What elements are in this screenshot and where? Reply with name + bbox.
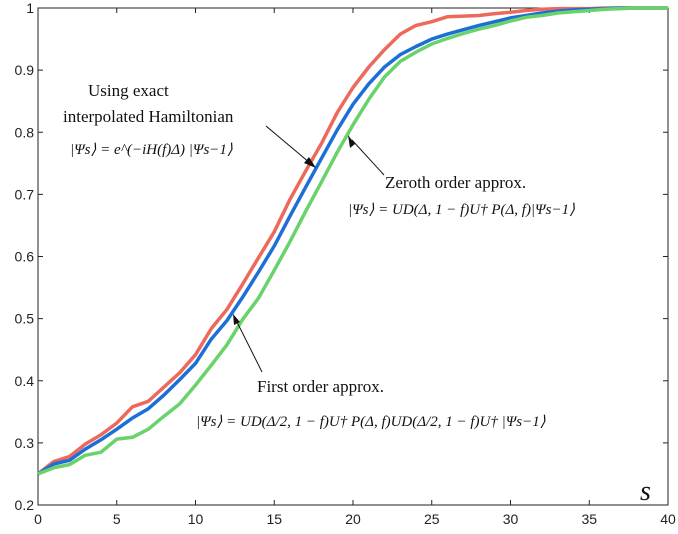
y-tick-label: 0.5 xyxy=(15,311,35,327)
x-tick-label: 30 xyxy=(503,511,519,527)
x-tick-label: 40 xyxy=(660,511,676,527)
annotation-zeroth-arrow xyxy=(351,139,385,176)
y-tick-label: 1 xyxy=(26,0,34,16)
x-axis: 0 5 10 15 20 25 30 35 40 xyxy=(34,8,676,527)
y-tick-label: 0.6 xyxy=(15,249,35,265)
x-tick-label: 0 xyxy=(34,511,42,527)
x-tick-label: 10 xyxy=(188,511,204,527)
y-tick-label: 0.7 xyxy=(15,186,35,202)
series-line-0 xyxy=(36,6,668,476)
y-axis: 0.2 0.3 0.4 0.5 0.6 0.7 0.8 0.9 1 xyxy=(15,0,668,513)
annotation-first-line-1: First order approx. xyxy=(257,377,384,396)
y-tick-label: 0.2 xyxy=(15,497,35,513)
x-tick-label: 15 xyxy=(266,511,282,527)
x-tick-label: 25 xyxy=(424,511,440,527)
series-line-2 xyxy=(37,6,668,476)
y-tick-label: 0.8 xyxy=(15,124,35,140)
annotation-zeroth-line-1: Zeroth order approx. xyxy=(385,173,526,192)
x-tick-label: 35 xyxy=(581,511,597,527)
annotation-exact-line-2: interpolated Hamiltonian xyxy=(63,107,234,126)
annotation-zeroth-formula: |Ψs⟩ = UD(Δ, 1 − f)U† P(Δ, f)|Ψs−1⟩ xyxy=(348,202,575,218)
annotation-first-formula: |Ψs⟩ = UD(Δ/2, 1 − f)U† P(Δ, f)UD(Δ/2, 1… xyxy=(196,414,546,430)
annotation-exact-arrow xyxy=(265,125,311,164)
series-lines xyxy=(36,6,668,476)
x-tick-label: 20 xyxy=(345,511,361,527)
annotation-first-arrowhead xyxy=(233,314,240,325)
y-tick-label: 0.3 xyxy=(15,435,35,451)
annotation-zeroth-arrowhead xyxy=(348,135,355,148)
plot-area xyxy=(37,7,669,506)
series-line-1 xyxy=(37,6,668,476)
annotation-first-arrow xyxy=(235,319,263,373)
annotation-exact-line-1: Using exact xyxy=(88,81,169,100)
x-tick-label: 5 xyxy=(113,511,121,527)
annotation-exact-formula: |Ψs⟩ = e^(−iH(f)Δ) |Ψs−1⟩ xyxy=(70,142,233,158)
y-tick-label: 0.4 xyxy=(15,373,35,389)
annotation-exact-arrowhead xyxy=(304,157,316,168)
y-tick-label: 0.9 xyxy=(15,62,35,78)
x-axis-label: s xyxy=(640,476,651,507)
